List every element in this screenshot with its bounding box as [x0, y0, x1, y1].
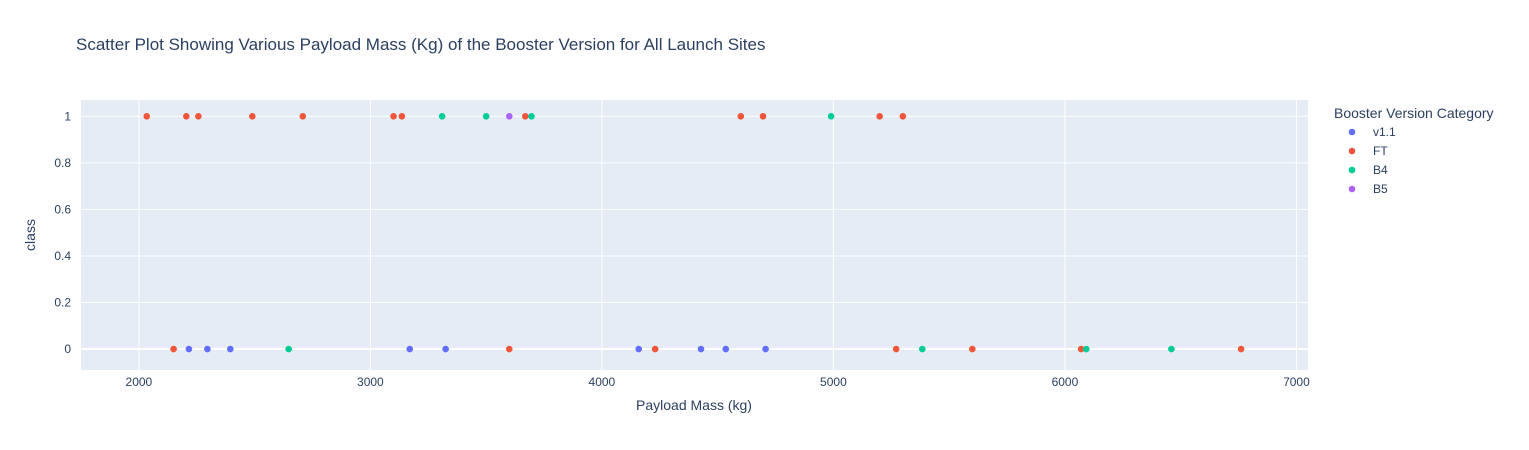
data-point[interactable] — [892, 345, 900, 353]
legend-label: B5 — [1373, 182, 1388, 196]
data-point[interactable] — [722, 345, 730, 353]
y-tick-label: 0.8 — [54, 156, 71, 170]
data-point[interactable] — [505, 345, 513, 353]
data-point[interactable] — [697, 345, 705, 353]
legend-marker — [1348, 128, 1356, 136]
chart-title: Scatter Plot Showing Various Payload Mas… — [76, 35, 766, 54]
data-point[interactable] — [170, 345, 177, 353]
data-point[interactable] — [737, 112, 745, 120]
legend-marker — [1348, 166, 1356, 174]
data-point[interactable] — [390, 112, 397, 120]
plot-area[interactable] — [81, 100, 1308, 370]
legend-items: v1.1 FT B4 B5 — [1348, 125, 1396, 196]
data-point[interactable] — [299, 112, 307, 120]
x-axis-title: Payload Mass (kg) — [636, 397, 752, 413]
legend-item[interactable]: v1.1 — [1348, 125, 1396, 139]
legend-label: v1.1 — [1373, 125, 1396, 139]
legend-item[interactable]: FT — [1348, 144, 1389, 158]
y-tick-label: 1 — [64, 109, 71, 123]
x-tick-label: 2000 — [126, 375, 153, 389]
data-point[interactable] — [227, 345, 234, 353]
data-point[interactable] — [762, 345, 769, 353]
data-point[interactable] — [438, 112, 446, 120]
data-point[interactable] — [406, 345, 414, 353]
data-point[interactable] — [185, 345, 193, 353]
legend-label: FT — [1373, 144, 1388, 158]
y-tick-label: 0.2 — [54, 296, 71, 310]
data-point[interactable] — [1077, 345, 1085, 353]
data-point[interactable] — [635, 345, 643, 353]
x-tick-label: 6000 — [1052, 375, 1079, 389]
data-point[interactable] — [1237, 345, 1245, 353]
y-tick-label: 0 — [64, 342, 71, 356]
data-point[interactable] — [521, 112, 529, 120]
y-axis-title: class — [22, 219, 38, 251]
x-tick-label: 5000 — [820, 375, 847, 389]
data-point[interactable] — [969, 345, 976, 353]
data-point[interactable] — [528, 112, 535, 120]
data-point[interactable] — [899, 112, 907, 120]
x-tick-label: 4000 — [589, 375, 616, 389]
data-point[interactable] — [1082, 345, 1090, 353]
data-point[interactable] — [482, 112, 490, 120]
legend-item[interactable]: B5 — [1348, 182, 1388, 196]
data-point[interactable] — [827, 112, 835, 120]
data-point[interactable] — [1168, 345, 1175, 353]
axis-ticks: 2000 3000 4000 5000 6000 7000 0 0.2 0.4 0.6 0.8 1 — [54, 109, 1310, 389]
data-point[interactable] — [651, 345, 659, 353]
legend-label: B4 — [1373, 163, 1388, 177]
y-tick-label: 0.4 — [54, 249, 71, 263]
legend: Booster Version Category v1.1 FT B4 B5 — [1334, 105, 1494, 196]
data-point[interactable] — [285, 345, 292, 353]
legend-marker — [1348, 185, 1356, 193]
legend-item[interactable]: B4 — [1348, 163, 1388, 177]
data-point[interactable] — [204, 345, 211, 353]
data-point[interactable] — [876, 112, 884, 120]
data-point[interactable] — [143, 112, 151, 120]
legend-marker — [1348, 147, 1356, 155]
data-point[interactable] — [195, 112, 202, 120]
data-point[interactable] — [249, 112, 256, 120]
data-points — [143, 112, 1245, 353]
data-point[interactable] — [759, 112, 767, 120]
y-tick-label: 0.6 — [54, 202, 71, 216]
legend-title: Booster Version Category — [1334, 105, 1494, 121]
data-point[interactable] — [919, 345, 926, 353]
x-tick-label: 3000 — [357, 375, 384, 389]
data-point[interactable] — [398, 112, 406, 120]
data-point[interactable] — [442, 345, 449, 353]
data-point[interactable] — [505, 112, 513, 120]
x-tick-label: 7000 — [1283, 375, 1310, 389]
data-point[interactable] — [183, 112, 190, 120]
